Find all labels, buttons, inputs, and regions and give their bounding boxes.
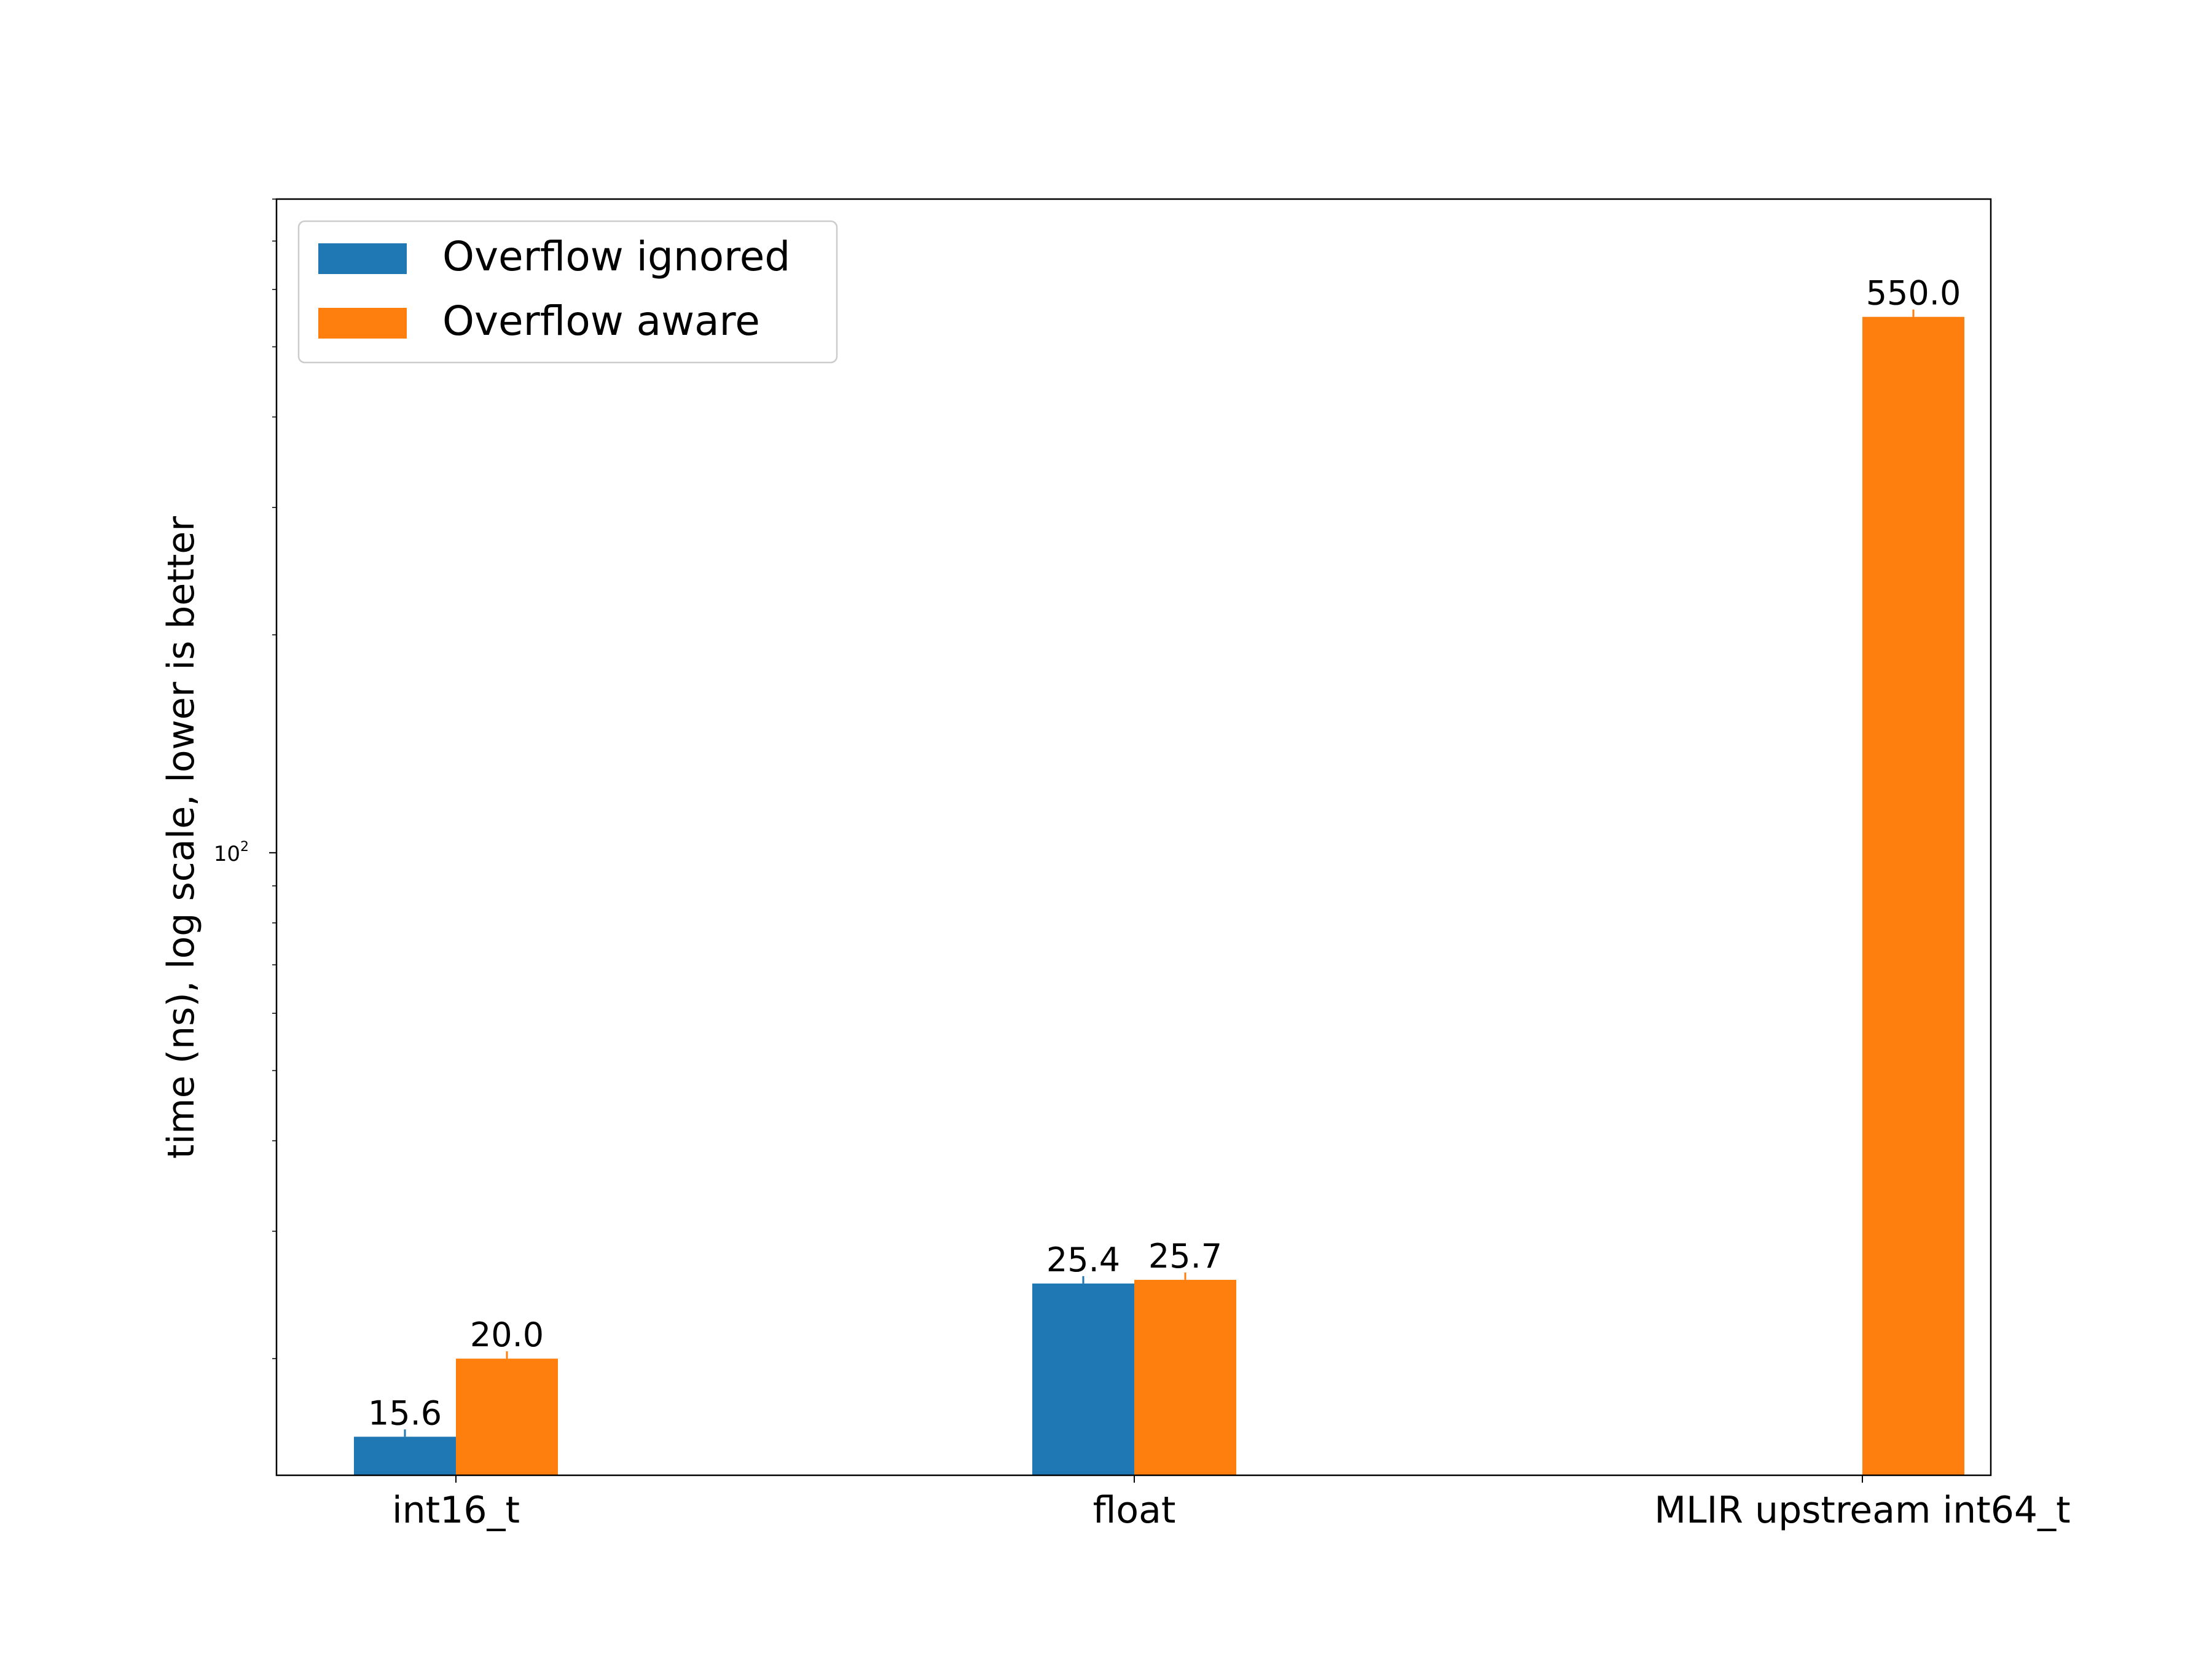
y-tick-exponent: 2 xyxy=(240,839,249,855)
x-ticks-layer: int16_t float MLIR upstream int64_t xyxy=(392,1475,2071,1532)
bar xyxy=(456,1359,558,1475)
legend-box xyxy=(297,220,838,364)
y-axis-label: time (ns), log scale, lower is better xyxy=(160,516,203,1159)
bar-value-label: 15.6 xyxy=(368,1394,442,1432)
legend-label: Overflow ignored xyxy=(442,233,790,280)
x-tick-label: int16_t xyxy=(392,1489,520,1532)
bar xyxy=(1032,1283,1134,1475)
bar-value-label: 550.0 xyxy=(1866,274,1961,313)
bar xyxy=(1862,316,1964,1475)
value-labels-layer: 15.6 25.4 20.0 25.7 550.0 xyxy=(368,274,1961,1433)
bars-layer xyxy=(354,309,1964,1475)
bar-value-label: 20.0 xyxy=(470,1316,544,1354)
bar xyxy=(354,1437,456,1475)
x-tick-label: MLIR upstream int64_t xyxy=(1654,1489,2070,1532)
legend-label: Overflow aware xyxy=(442,297,760,345)
legend-swatch xyxy=(318,308,407,339)
bar-value-label: 25.7 xyxy=(1148,1237,1222,1276)
x-tick-label: float xyxy=(1093,1489,1176,1532)
legend-swatch xyxy=(318,243,407,274)
bar-value-label: 25.4 xyxy=(1046,1241,1120,1279)
bar xyxy=(1134,1279,1236,1475)
legend: Overflow ignored Overflow aware xyxy=(297,220,838,364)
